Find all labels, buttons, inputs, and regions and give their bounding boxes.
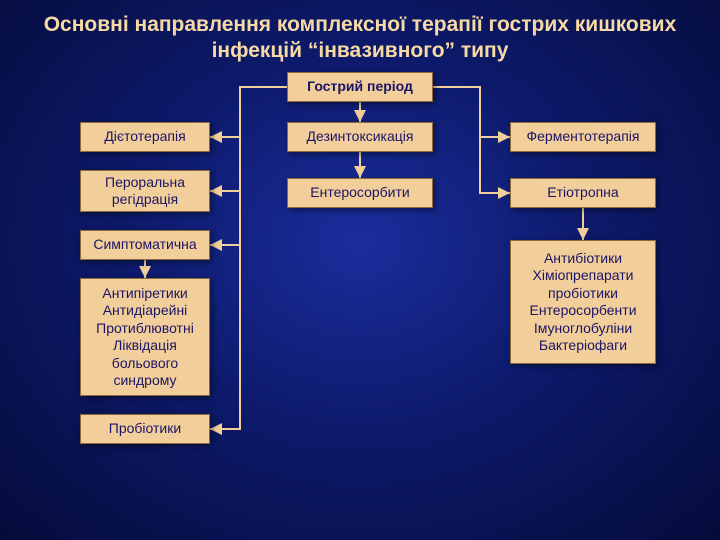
node-sympt: Симптоматична — [80, 230, 210, 260]
node-sympt-list: АнтипіретикиАнтидіарейніПротиблювотніЛік… — [80, 278, 210, 396]
node-probio: Пробіотики — [80, 414, 210, 444]
node-etio: Етіотропна — [510, 178, 656, 208]
diagram-stage: { "title": { "text": "Основні направленн… — [0, 0, 720, 540]
node-root: Гострий період — [287, 72, 433, 102]
node-entero: Ентеросорбити — [287, 178, 433, 208]
node-etio-list: АнтибіотикиХіміопрепаратипробіотикиЕнтер… — [510, 240, 656, 364]
node-rehydr: Пероральна регідрація — [80, 170, 210, 212]
node-detox: Дезинтоксикація — [287, 122, 433, 152]
node-diet: Дієтотерапія — [80, 122, 210, 152]
node-ferment: Ферментотерапія — [510, 122, 656, 152]
diagram-title: Основні направлення комплексної терапії … — [0, 12, 720, 65]
